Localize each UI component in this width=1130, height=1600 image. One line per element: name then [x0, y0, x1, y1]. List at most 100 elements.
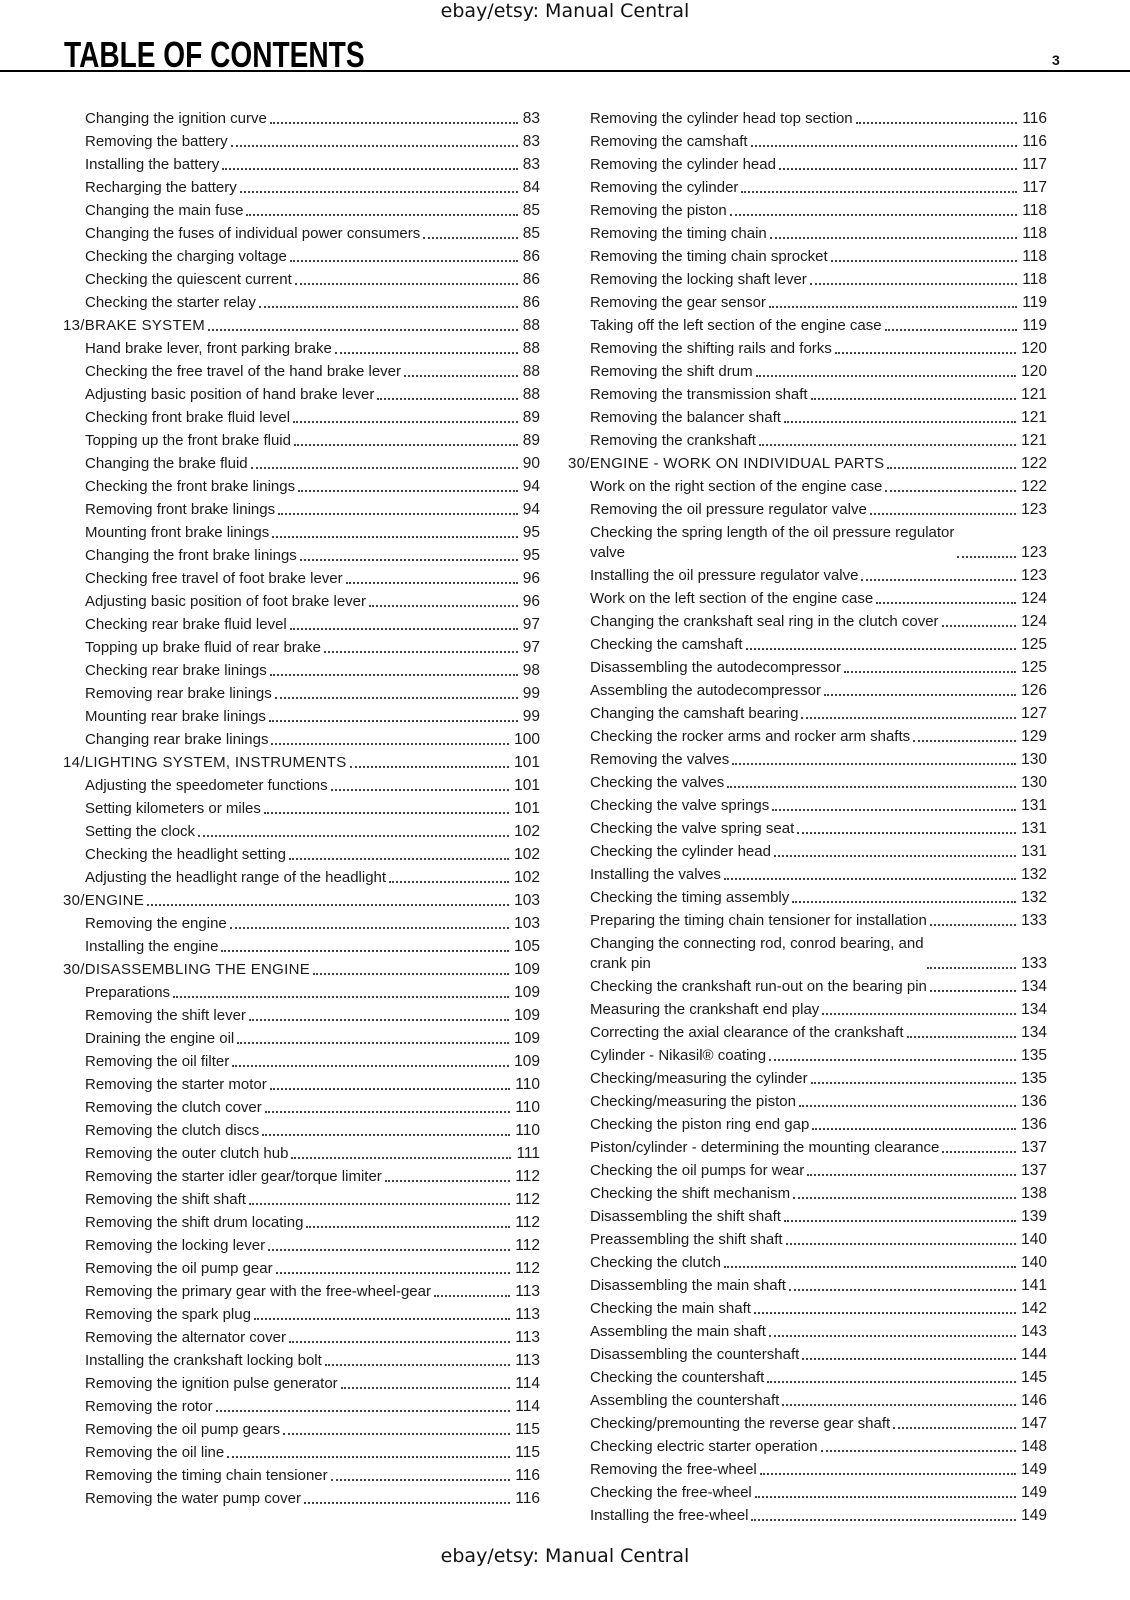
toc-section-heading[interactable]: 13/BRAKE SYSTEM 88 [63, 316, 540, 339]
toc-entry[interactable]: Changing the main fuse 85 [85, 201, 540, 224]
toc-entry[interactable]: Removing the primary gear with the free-… [85, 1282, 540, 1305]
toc-entry[interactable]: Correcting the axial clearance of the cr… [590, 1023, 1047, 1046]
toc-entry[interactable]: Removing the locking lever 112 [85, 1236, 540, 1259]
toc-entry[interactable]: Removing the alternator cover 113 [85, 1328, 540, 1351]
toc-entry[interactable]: Cylinder - Nikasil® coating 135 [590, 1046, 1047, 1069]
toc-entry[interactable]: Changing the crankshaft seal ring in the… [590, 612, 1047, 635]
toc-entry[interactable]: Checking the spring length of the oil pr… [590, 523, 1047, 566]
toc-entry[interactable]: Adjusting the headlight range of the hea… [85, 868, 540, 891]
toc-entry[interactable]: Installing the free-wheel 149 [590, 1506, 1047, 1529]
toc-entry[interactable]: Checking the shift mechanism 138 [590, 1184, 1047, 1207]
toc-entry[interactable]: Removing the oil line 115 [85, 1443, 540, 1466]
toc-entry[interactable]: Removing the outer clutch hub 111 [85, 1144, 540, 1167]
toc-entry[interactable]: Checking electric starter operation 148 [590, 1437, 1047, 1460]
toc-entry[interactable]: Checking the countershaft 145 [590, 1368, 1047, 1391]
toc-entry[interactable]: Changing the front brake linings 95 [85, 546, 540, 569]
toc-entry[interactable]: Installing the oil pressure regulator va… [590, 566, 1047, 589]
toc-entry[interactable]: Removing the transmission shaft 121 [590, 385, 1047, 408]
toc-entry[interactable]: Removing the free-wheel 149 [590, 1460, 1047, 1483]
toc-entry[interactable]: Removing the timing chain sprocket 118 [590, 247, 1047, 270]
toc-entry[interactable]: Removing the balancer shaft 121 [590, 408, 1047, 431]
toc-entry[interactable]: Removing the oil pump gears 115 [85, 1420, 540, 1443]
toc-entry[interactable]: Disassembling the main shaft 141 [590, 1276, 1047, 1299]
toc-entry[interactable]: Removing the battery 83 [85, 132, 540, 155]
toc-entry[interactable]: Removing the cylinder head 117 [590, 155, 1047, 178]
toc-entry[interactable]: Checking free travel of foot brake lever… [85, 569, 540, 592]
toc-entry[interactable]: Removing the piston 118 [590, 201, 1047, 224]
toc-entry[interactable]: Checking the valve spring seat 131 [590, 819, 1047, 842]
toc-entry[interactable]: Removing the oil filter 109 [85, 1052, 540, 1075]
toc-entry[interactable]: Checking rear brake linings 98 [85, 661, 540, 684]
toc-entry[interactable]: Preassembling the shift shaft 140 [590, 1230, 1047, 1253]
toc-entry[interactable]: Checking the front brake linings 94 [85, 477, 540, 500]
toc-entry[interactable]: Disassembling the autodecompressor 125 [590, 658, 1047, 681]
toc-section-heading[interactable]: 30/ENGINE - WORK ON INDIVIDUAL PARTS 122 [568, 454, 1047, 477]
toc-entry[interactable]: Installing the crankshaft locking bolt 11… [85, 1351, 540, 1374]
toc-entry[interactable]: Checking/measuring the piston 136 [590, 1092, 1047, 1115]
toc-entry[interactable]: Removing the water pump cover 116 [85, 1489, 540, 1512]
toc-entry[interactable]: Checking front brake fluid level 89 [85, 408, 540, 431]
toc-entry[interactable]: Topping up the front brake fluid 89 [85, 431, 540, 454]
toc-entry[interactable]: Removing the locking shaft lever 118 [590, 270, 1047, 293]
toc-entry[interactable]: Removing the shift drum 120 [590, 362, 1047, 385]
toc-entry[interactable]: Mounting front brake linings 95 [85, 523, 540, 546]
toc-entry[interactable]: Checking the oil pumps for wear 137 [590, 1161, 1047, 1184]
toc-entry[interactable]: Removing the oil pump gear 112 [85, 1259, 540, 1282]
toc-entry[interactable]: Changing rear brake linings 100 [85, 730, 540, 753]
toc-entry[interactable]: Checking the valve springs 131 [590, 796, 1047, 819]
toc-entry[interactable]: Removing the starter idler gear/torque l… [85, 1167, 540, 1190]
toc-entry[interactable]: Checking the starter relay 86 [85, 293, 540, 316]
toc-entry[interactable]: Removing the crankshaft 121 [590, 431, 1047, 454]
toc-entry[interactable]: Taking off the left section of the engin… [590, 316, 1047, 339]
toc-entry[interactable]: Mounting rear brake linings 99 [85, 707, 540, 730]
toc-entry[interactable]: Removing the shift drum locating 112 [85, 1213, 540, 1236]
toc-entry[interactable]: Checking rear brake fluid level 97 [85, 615, 540, 638]
toc-entry[interactable]: Checking/measuring the cylinder 135 [590, 1069, 1047, 1092]
toc-entry[interactable]: Work on the left section of the engine c… [590, 589, 1047, 612]
toc-entry[interactable]: Removing the cylinder 117 [590, 178, 1047, 201]
toc-entry[interactable]: Hand brake lever, front parking brake 88 [85, 339, 540, 362]
toc-entry[interactable]: Removing the ignition pulse generator 114 [85, 1374, 540, 1397]
toc-entry[interactable]: Checking the quiescent current 86 [85, 270, 540, 293]
toc-entry[interactable]: Removing the gear sensor 119 [590, 293, 1047, 316]
toc-entry[interactable]: Piston/cylinder - determining the mounti… [590, 1138, 1047, 1161]
toc-entry[interactable]: Setting the clock 102 [85, 822, 540, 845]
toc-entry[interactable]: Draining the engine oil 109 [85, 1029, 540, 1052]
toc-entry[interactable]: Setting kilometers or miles 101 [85, 799, 540, 822]
toc-entry[interactable]: Adjusting basic position of foot brake l… [85, 592, 540, 615]
toc-entry[interactable]: Adjusting basic position of hand brake l… [85, 385, 540, 408]
toc-entry[interactable]: Checking the timing assembly 132 [590, 888, 1047, 911]
toc-entry[interactable]: Checking the camshaft 125 [590, 635, 1047, 658]
toc-section-heading[interactable]: 14/LIGHTING SYSTEM, INSTRUMENTS 101 [63, 753, 540, 776]
toc-entry[interactable]: Checking the headlight setting 102 [85, 845, 540, 868]
toc-entry[interactable]: Removing the clutch discs 110 [85, 1121, 540, 1144]
toc-entry[interactable]: Removing the shifting rails and forks 120 [590, 339, 1047, 362]
toc-entry[interactable]: Removing the timing chain tensioner 116 [85, 1466, 540, 1489]
toc-entry[interactable]: Installing the valves 132 [590, 865, 1047, 888]
toc-entry[interactable]: Removing the starter motor 110 [85, 1075, 540, 1098]
toc-entry[interactable]: Removing the rotor 114 [85, 1397, 540, 1420]
toc-entry[interactable]: Assembling the main shaft 143 [590, 1322, 1047, 1345]
toc-entry[interactable]: Removing the engine 103 [85, 914, 540, 937]
toc-entry[interactable]: Adjusting the speedometer functions 101 [85, 776, 540, 799]
toc-entry[interactable]: Checking the valves 130 [590, 773, 1047, 796]
toc-entry[interactable]: Recharging the battery 84 [85, 178, 540, 201]
toc-entry[interactable]: Checking the main shaft 142 [590, 1299, 1047, 1322]
toc-entry[interactable]: Disassembling the shift shaft 139 [590, 1207, 1047, 1230]
toc-entry[interactable]: Removing the timing chain 118 [590, 224, 1047, 247]
toc-entry[interactable]: Checking the piston ring end gap 136 [590, 1115, 1047, 1138]
toc-entry[interactable]: Installing the battery 83 [85, 155, 540, 178]
toc-entry[interactable]: Checking the charging voltage 86 [85, 247, 540, 270]
toc-entry[interactable]: Work on the right section of the engine … [590, 477, 1047, 500]
toc-entry[interactable]: Removing front brake linings 94 [85, 500, 540, 523]
toc-entry[interactable]: Checking the free travel of the hand bra… [85, 362, 540, 385]
toc-entry[interactable]: Checking/premounting the reverse gear sh… [590, 1414, 1047, 1437]
toc-entry[interactable]: Removing the valves 130 [590, 750, 1047, 773]
toc-entry[interactable]: Topping up brake fluid of rear brake 97 [85, 638, 540, 661]
toc-entry[interactable]: Assembling the autodecompressor 126 [590, 681, 1047, 704]
toc-entry[interactable]: Removing the cylinder head top section 11… [590, 109, 1047, 132]
toc-entry[interactable]: Measuring the crankshaft end play 134 [590, 1000, 1047, 1023]
toc-section-heading[interactable]: 30/ENGINE 103 [63, 891, 540, 914]
toc-entry[interactable]: Checking the crankshaft run-out on the b… [590, 977, 1047, 1000]
toc-entry[interactable]: Changing the brake fluid 90 [85, 454, 540, 477]
